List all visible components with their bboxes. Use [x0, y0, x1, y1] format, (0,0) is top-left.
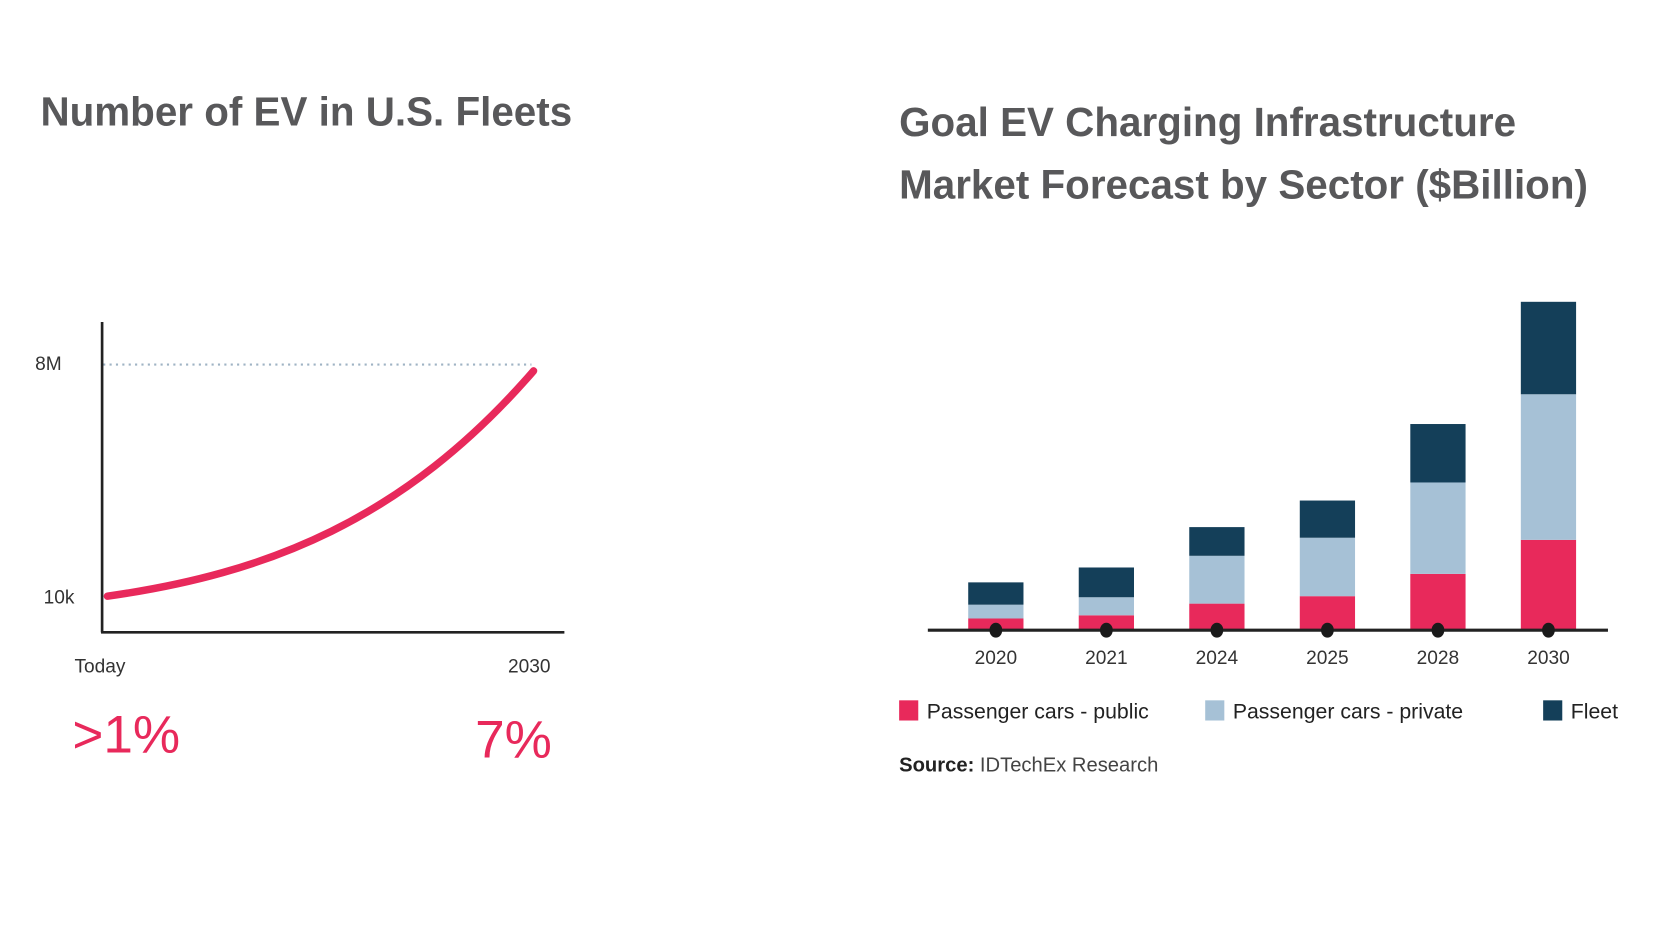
- share-today-label: >1%: [72, 705, 180, 764]
- share-2030-label: 7%: [475, 711, 552, 770]
- axis-markers: [989, 622, 1555, 638]
- x-tick-label: 2025: [1306, 648, 1349, 669]
- bar-segment-private-2021: [1078, 597, 1134, 616]
- source-label: Source:: [899, 755, 974, 777]
- y-tick-label: 10k: [44, 588, 75, 609]
- bar-segment-fleet-2024: [1189, 527, 1245, 556]
- x-tick-label: 2021: [1085, 648, 1128, 669]
- axis-marker-dot: [1321, 622, 1334, 638]
- ev-growth-curve: [103, 367, 538, 600]
- legend-swatch-public: [899, 700, 919, 721]
- legend-swatch-fleet: [1543, 700, 1563, 721]
- x-tick-label: 2020: [975, 648, 1018, 669]
- axis-marker-dot: [1431, 622, 1445, 638]
- legend-swatch-private: [1205, 700, 1225, 721]
- legend-label-fleet: Fleet: [1571, 699, 1618, 723]
- axis-marker-dot: [1210, 622, 1224, 638]
- bar-segment-public-2028: [1410, 573, 1466, 631]
- bar-segment-fleet-2021: [1078, 567, 1134, 598]
- bars: [968, 301, 1577, 631]
- bar-segment-fleet-2028: [1410, 424, 1466, 483]
- axis-marker-dot: [1099, 622, 1113, 638]
- x-tick-label: 2028: [1417, 648, 1460, 669]
- ev-fleet-line-chart: Number of EV in U.S. Fleets 8M 10k Today…: [35, 88, 572, 769]
- bar-segment-private-2025: [1299, 537, 1356, 597]
- bar-segment-private-2020: [968, 604, 1024, 619]
- x-tick-label: 2030: [1527, 648, 1570, 669]
- legend-label-public: Passenger cars - public: [927, 699, 1149, 723]
- bar-segment-fleet-2025: [1299, 500, 1356, 538]
- bar-segment-private-2024: [1189, 555, 1245, 604]
- x-tick-label: Today: [74, 657, 125, 678]
- bar-segment-public-2021: [1078, 615, 1134, 631]
- bar-chart-title-line-1: Goal EV Charging Infrastructure: [899, 99, 1516, 145]
- x-tick-label: 2030: [508, 657, 551, 678]
- x-tick-labels: 2020 2021 2024 2025 2028 2030: [975, 648, 1570, 669]
- y-tick-label: 8M: [35, 354, 62, 375]
- x-tick-label: 2024: [1196, 648, 1239, 669]
- bar-chart-title-line-2: Market Forecast by Sector ($Billion): [899, 162, 1588, 208]
- source-note: Source: IDTechEx Research: [899, 755, 1158, 777]
- line-chart-title: Number of EV in U.S. Fleets: [40, 88, 572, 134]
- axis-marker-dot: [989, 622, 1003, 638]
- bar-segment-public-2030: [1520, 539, 1577, 631]
- legend-label-private: Passenger cars - private: [1233, 699, 1463, 723]
- bar-segment-fleet-2030: [1520, 301, 1577, 395]
- bar-segment-fleet-2020: [968, 582, 1024, 605]
- source-text: IDTechEx Research: [980, 755, 1158, 777]
- charging-market-bar-chart: Goal EV Charging Infrastructure Market F…: [899, 99, 1618, 777]
- axis-marker-dot: [1542, 622, 1555, 638]
- legend: Passenger cars - public Passenger cars -…: [899, 699, 1618, 723]
- bar-segment-private-2028: [1410, 482, 1466, 574]
- bar-segment-private-2030: [1520, 394, 1577, 540]
